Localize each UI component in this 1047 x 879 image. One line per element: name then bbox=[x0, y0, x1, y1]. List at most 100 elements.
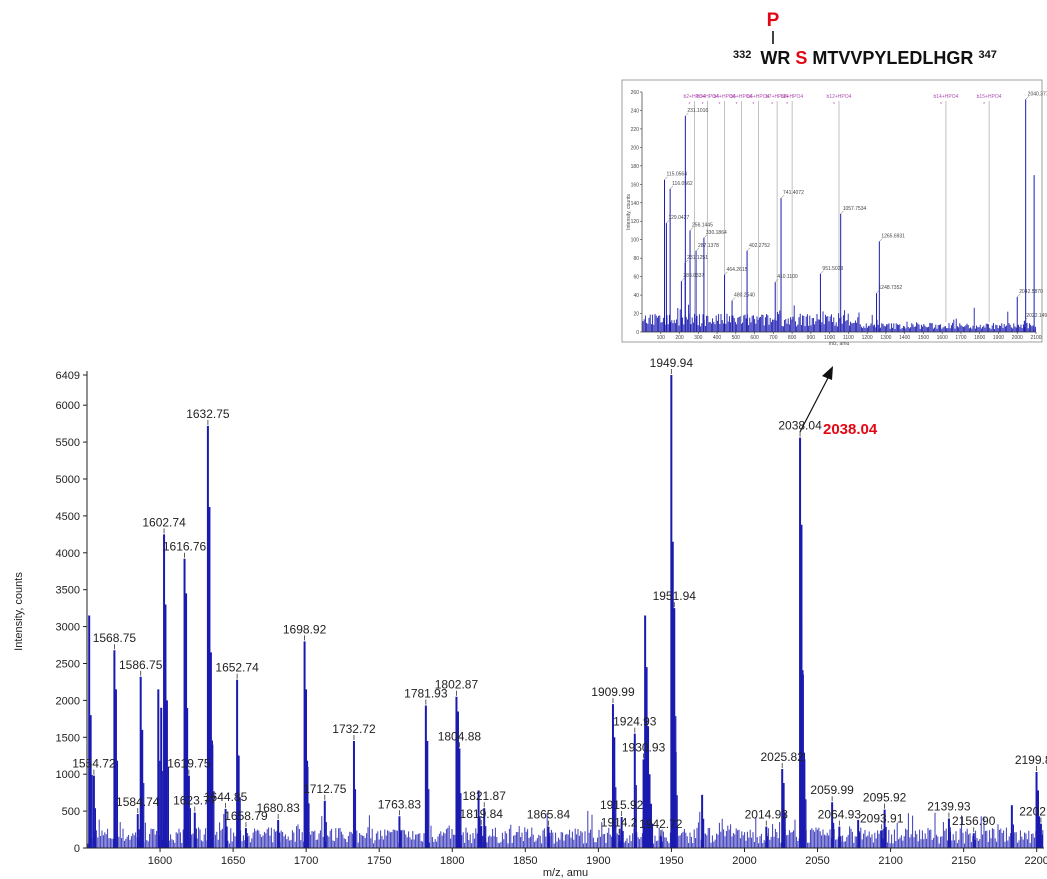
y-tick-label: 3000 bbox=[56, 622, 80, 634]
inset-peak-label: 129.0427 bbox=[668, 215, 689, 221]
inset-x-tick-label: 200 bbox=[675, 335, 684, 341]
fragment-label: b2+HPO4 bbox=[683, 94, 705, 100]
start-position: 332 bbox=[733, 49, 751, 61]
inset-peak-label: 2042.5870 bbox=[1019, 289, 1043, 295]
inset-x-tick-label: 1600 bbox=[937, 335, 948, 341]
y-tick-label: 500 bbox=[62, 806, 80, 818]
peak-label: 2199.89 bbox=[1015, 753, 1047, 767]
y-tick-label: 1500 bbox=[56, 732, 80, 744]
peak-label: 1619.75 bbox=[167, 757, 211, 771]
sequence-before: WR bbox=[760, 48, 790, 68]
inset-peak-leader bbox=[820, 270, 824, 275]
inset-x-tick-label: 2100 bbox=[1030, 335, 1041, 341]
y-tick-label: 2500 bbox=[56, 658, 80, 670]
peak-label: 1819.84 bbox=[460, 807, 504, 821]
inset-y-axis-title: Intensity, counts bbox=[626, 194, 632, 230]
peak-label: 1554.72 bbox=[72, 757, 116, 771]
peak-label: 2095.92 bbox=[863, 791, 907, 805]
fragment-label: b5+HPO4 bbox=[730, 94, 752, 100]
peak-label: 1568.75 bbox=[93, 631, 137, 645]
inset-x-tick-label: 100 bbox=[657, 335, 666, 341]
inset-y-tick-label: 200 bbox=[631, 145, 640, 151]
x-tick-label: 2100 bbox=[878, 855, 902, 867]
fragment-asterisk: * bbox=[983, 102, 985, 108]
callout-arrowhead bbox=[822, 366, 833, 380]
inset-y-tick-label: 0 bbox=[636, 330, 639, 336]
fragment-label: b6+HPO4 bbox=[747, 94, 769, 100]
inset-y-tick-label: 160 bbox=[631, 182, 640, 188]
peak-label: 1623.77 bbox=[173, 794, 217, 808]
inset-x-tick-label: 1300 bbox=[880, 335, 891, 341]
inset-peak-label: 402.2752 bbox=[749, 243, 770, 249]
end-position: 347 bbox=[978, 49, 996, 61]
inset-peak-label: 464.2615 bbox=[727, 267, 748, 273]
peak-label: 1644.85 bbox=[204, 790, 248, 804]
peak-label: 1915.92 bbox=[600, 798, 644, 812]
fragment-asterisk: * bbox=[786, 102, 788, 108]
peak-label: 2059.99 bbox=[810, 783, 854, 797]
peak-label: 1712.75 bbox=[303, 782, 347, 796]
y-tick-label: 4500 bbox=[56, 511, 80, 523]
inset-peak-leader bbox=[689, 227, 694, 231]
peak-label: 1763.83 bbox=[378, 797, 422, 811]
peak-label: 1909.99 bbox=[591, 685, 635, 699]
peak-label: 1930.93 bbox=[622, 740, 666, 754]
peak-label: 1949.94 bbox=[650, 356, 694, 370]
x-tick-label: 1800 bbox=[440, 855, 464, 867]
peak-label: 1781.93 bbox=[404, 687, 448, 701]
inset-peak-label: 1265.6931 bbox=[881, 234, 905, 240]
inset-peak-label: 256.1445 bbox=[692, 222, 713, 228]
inset-peak-leader bbox=[664, 176, 668, 180]
inset-y-tick-label: 80 bbox=[633, 256, 639, 262]
inset-peak-label: 410.1100 bbox=[777, 274, 798, 280]
inset-frame bbox=[621, 79, 1043, 343]
y-tick-label: 6409 bbox=[56, 370, 80, 382]
peak-label: 1616.76 bbox=[163, 540, 207, 554]
inset-msms-chart: b2+HPO4*b3+HPO4*b4+HPO4*b5+HPO4*b6+HPO4*… bbox=[621, 79, 1047, 347]
peak-label: 2064.93 bbox=[818, 808, 862, 822]
inset-x-tick-label: 1900 bbox=[993, 335, 1004, 341]
inset-peak-leader bbox=[731, 297, 736, 301]
inset-peak-leader bbox=[746, 247, 751, 251]
inset-peak-label: 741.4072 bbox=[783, 190, 804, 196]
inset-peak-leader bbox=[1017, 293, 1021, 298]
peak-label: 1802.87 bbox=[435, 678, 479, 692]
peak-label: 2093.91 bbox=[860, 811, 904, 825]
inset-x-tick-label: 2000 bbox=[1012, 335, 1023, 341]
inset-peak-label: 231.1016 bbox=[687, 108, 708, 114]
peak-label: 1865.84 bbox=[527, 808, 571, 822]
inset-peak-label: 283.0337 bbox=[683, 273, 704, 279]
callout-arrow-line bbox=[799, 373, 831, 433]
inset-peak-leader bbox=[775, 278, 779, 283]
x-tick-label: 2000 bbox=[732, 855, 756, 867]
peak-label: 2014.93 bbox=[745, 808, 789, 822]
main-ms-chart: 1554.72 1568.75 1584.74 1586.75 1602.74 1616.… bbox=[13, 356, 1047, 879]
inset-peak-label: 2040.3775 bbox=[1028, 91, 1047, 97]
x-tick-label: 1700 bbox=[294, 855, 318, 867]
x-axis-title: m/z, amu bbox=[543, 867, 588, 879]
y-axis-title: Intensity, counts bbox=[13, 572, 25, 651]
peak-label: 1914.2 bbox=[601, 816, 638, 830]
peak-label: 1680.83 bbox=[256, 801, 300, 815]
peak-label: 1821.87 bbox=[463, 789, 507, 803]
inset-peak-label: 2022.1495 bbox=[1026, 313, 1047, 319]
inset-y-tick-label: 120 bbox=[631, 219, 640, 225]
peak-label: 1632.75 bbox=[186, 407, 230, 421]
inset-y-tick-label: 20 bbox=[633, 312, 639, 318]
fragment-asterisk: * bbox=[702, 102, 704, 108]
peak-label: 1652.74 bbox=[215, 661, 259, 675]
inset-x-tick-label: 1400 bbox=[899, 335, 910, 341]
inset-x-tick-label: 800 bbox=[788, 335, 797, 341]
inset-peak-label: 231.1251 bbox=[687, 255, 708, 261]
inset-x-tick-label: 1800 bbox=[974, 335, 985, 341]
fragment-asterisk: * bbox=[752, 102, 754, 108]
peak-label: 1602.74 bbox=[142, 515, 186, 529]
inset-x-tick-label: 300 bbox=[694, 335, 703, 341]
inset-peak-leader bbox=[1025, 96, 1029, 100]
y-tick-label: 1000 bbox=[56, 769, 80, 781]
peak-label: 1732.72 bbox=[332, 722, 376, 736]
inset-x-tick-label: 1100 bbox=[843, 335, 854, 341]
fragment-label: b7+HPO4 bbox=[766, 94, 788, 100]
inset-y-tick-label: 60 bbox=[633, 275, 639, 281]
inset-x-tick-label: 1000 bbox=[824, 335, 835, 341]
